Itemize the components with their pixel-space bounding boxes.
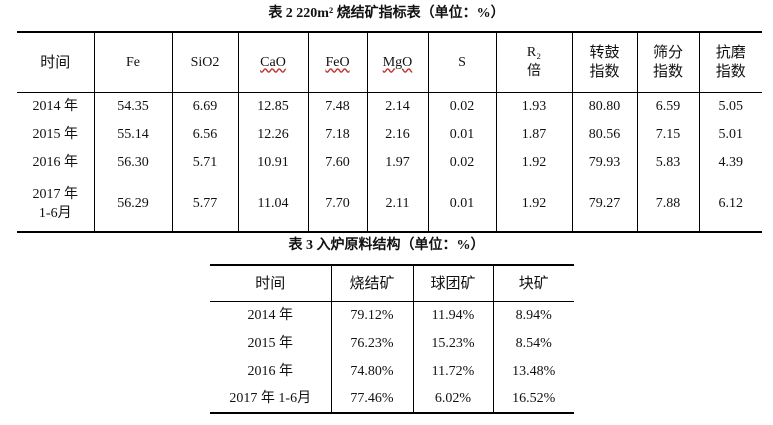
cell: 5.01 bbox=[698, 120, 762, 148]
cell: 11.94% bbox=[412, 301, 493, 329]
cell: 6.69 bbox=[171, 92, 238, 120]
cell: 79.93 bbox=[571, 148, 637, 176]
cell: 0.02 bbox=[427, 148, 496, 176]
header-r2: R₂ 倍 bbox=[495, 32, 572, 93]
header-pellet: 球团矿 bbox=[412, 265, 493, 302]
cell: 0.01 bbox=[427, 176, 496, 232]
cell: 4.39 bbox=[698, 148, 762, 176]
table-row: 2015 年 76.23% 15.23% 8.54% bbox=[210, 329, 574, 357]
table-row: 2017 年 1-6月 56.29 5.77 11.04 7.70 2.11 0.… bbox=[17, 176, 762, 232]
cell: 7.48 bbox=[307, 92, 367, 120]
cell: 79.27 bbox=[571, 176, 637, 232]
cell: 7.88 bbox=[636, 176, 699, 232]
table-row: 2017 年 1-6月 77.46% 6.02% 16.52% bbox=[210, 385, 574, 413]
header-sio2: SiO2 bbox=[171, 32, 238, 93]
header-mgo: MgO bbox=[366, 32, 428, 93]
table-row: 2016 年 56.30 5.71 10.91 7.60 1.97 0.02 1… bbox=[17, 148, 762, 176]
cell: 2.11 bbox=[366, 176, 428, 232]
table3-header-row: 时间 烧结矿 球团矿 块矿 bbox=[210, 265, 574, 302]
cell: 12.26 bbox=[237, 120, 308, 148]
cell: 76.23% bbox=[330, 329, 413, 357]
cell: 80.80 bbox=[571, 92, 637, 120]
cell: 2.14 bbox=[366, 92, 428, 120]
cell: 1.87 bbox=[495, 120, 572, 148]
table-row: 2014 年 79.12% 11.94% 8.94% bbox=[210, 301, 574, 329]
header-time: 时间 bbox=[17, 32, 94, 93]
cell: 0.01 bbox=[427, 120, 496, 148]
cell-time: 2017 年 1-6月 bbox=[229, 391, 312, 406]
table-row: 2016 年 74.80% 11.72% 13.48% bbox=[210, 357, 574, 385]
cell: 56.29 bbox=[93, 176, 172, 232]
cell: 6.56 bbox=[171, 120, 238, 148]
cell: 11.72% bbox=[412, 357, 493, 385]
table2-header-row: 时间 Fe SiO2 CaO FeO MgO S R₂ 倍 转鼓 指数 筛分 指数 抗… bbox=[17, 32, 762, 93]
cell: 7.18 bbox=[307, 120, 367, 148]
header-lump-ore: 块矿 bbox=[492, 265, 574, 302]
cell-time: 2015 年 bbox=[247, 335, 294, 351]
header-drum-index: 转鼓 指数 bbox=[571, 32, 637, 93]
cell: 6.02% bbox=[412, 385, 493, 413]
cell: 12.85 bbox=[237, 92, 308, 120]
sinter-index-table: 时间 Fe SiO2 CaO FeO MgO S R₂ 倍 转鼓 指数 筛分 指数 抗… bbox=[17, 31, 762, 233]
cell: 8.54% bbox=[492, 329, 574, 357]
cell: 1.92 bbox=[495, 148, 572, 176]
cell: 10.91 bbox=[237, 148, 308, 176]
cell: 1.93 bbox=[495, 92, 572, 120]
table-row: 2014 年 54.35 6.69 12.85 7.48 2.14 0.02 1… bbox=[17, 92, 762, 120]
header-cao: CaO bbox=[237, 32, 308, 93]
header-feo: FeO bbox=[307, 32, 367, 93]
cell-time: 2015 年 bbox=[32, 126, 79, 142]
cell: 15.23% bbox=[412, 329, 493, 357]
cell: 13.48% bbox=[492, 357, 574, 385]
cell: 79.12% bbox=[330, 301, 413, 329]
cell: 7.60 bbox=[307, 148, 367, 176]
cell-time: 2014 年 bbox=[247, 307, 294, 323]
cell: 0.02 bbox=[427, 92, 496, 120]
cell: 6.59 bbox=[636, 92, 699, 120]
cell: 1.92 bbox=[495, 176, 572, 232]
cell-time: 2016 年 bbox=[32, 154, 79, 170]
header-time: 时间 bbox=[210, 265, 331, 302]
cell: 7.70 bbox=[307, 176, 367, 232]
cell: 5.83 bbox=[636, 148, 699, 176]
table3-caption: 表 3 入炉原料结构（单位：%） bbox=[288, 238, 485, 253]
cell: 74.80% bbox=[330, 357, 413, 385]
cell: 80.56 bbox=[571, 120, 637, 148]
burden-structure-table: 时间 烧结矿 球团矿 块矿 2014 年 79.12% 11.94% 8.94%… bbox=[210, 264, 574, 414]
cell: 55.14 bbox=[93, 120, 172, 148]
cell: 16.52% bbox=[492, 385, 574, 413]
cell: 6.12 bbox=[698, 176, 762, 232]
cell: 11.04 bbox=[237, 176, 308, 232]
table2-caption: 表 2 220m² 烧结矿指标表（单位：%） bbox=[268, 6, 505, 21]
table-row: 2015 年 55.14 6.56 12.26 7.18 2.16 0.01 1… bbox=[17, 120, 762, 148]
cell: 5.77 bbox=[171, 176, 238, 232]
header-fe: Fe bbox=[93, 32, 172, 93]
cell: 2.16 bbox=[366, 120, 428, 148]
cell-time: 2016 年 bbox=[247, 363, 294, 379]
cell: 54.35 bbox=[93, 92, 172, 120]
header-abrasion-index: 抗磨 指数 bbox=[698, 32, 762, 93]
cell: 8.94% bbox=[492, 301, 574, 329]
cell: 1.97 bbox=[366, 148, 428, 176]
cell: 5.05 bbox=[698, 92, 762, 120]
cell: 5.71 bbox=[171, 148, 238, 176]
cell-time: 2014 年 bbox=[32, 98, 79, 114]
header-screen-index: 筛分 指数 bbox=[636, 32, 699, 93]
header-s: S bbox=[427, 32, 496, 93]
cell: 7.15 bbox=[636, 120, 699, 148]
cell-time: 2017 年 1-6月 bbox=[32, 186, 79, 221]
cell: 56.30 bbox=[93, 148, 172, 176]
cell: 77.46% bbox=[330, 385, 413, 413]
header-sinter: 烧结矿 bbox=[330, 265, 413, 302]
